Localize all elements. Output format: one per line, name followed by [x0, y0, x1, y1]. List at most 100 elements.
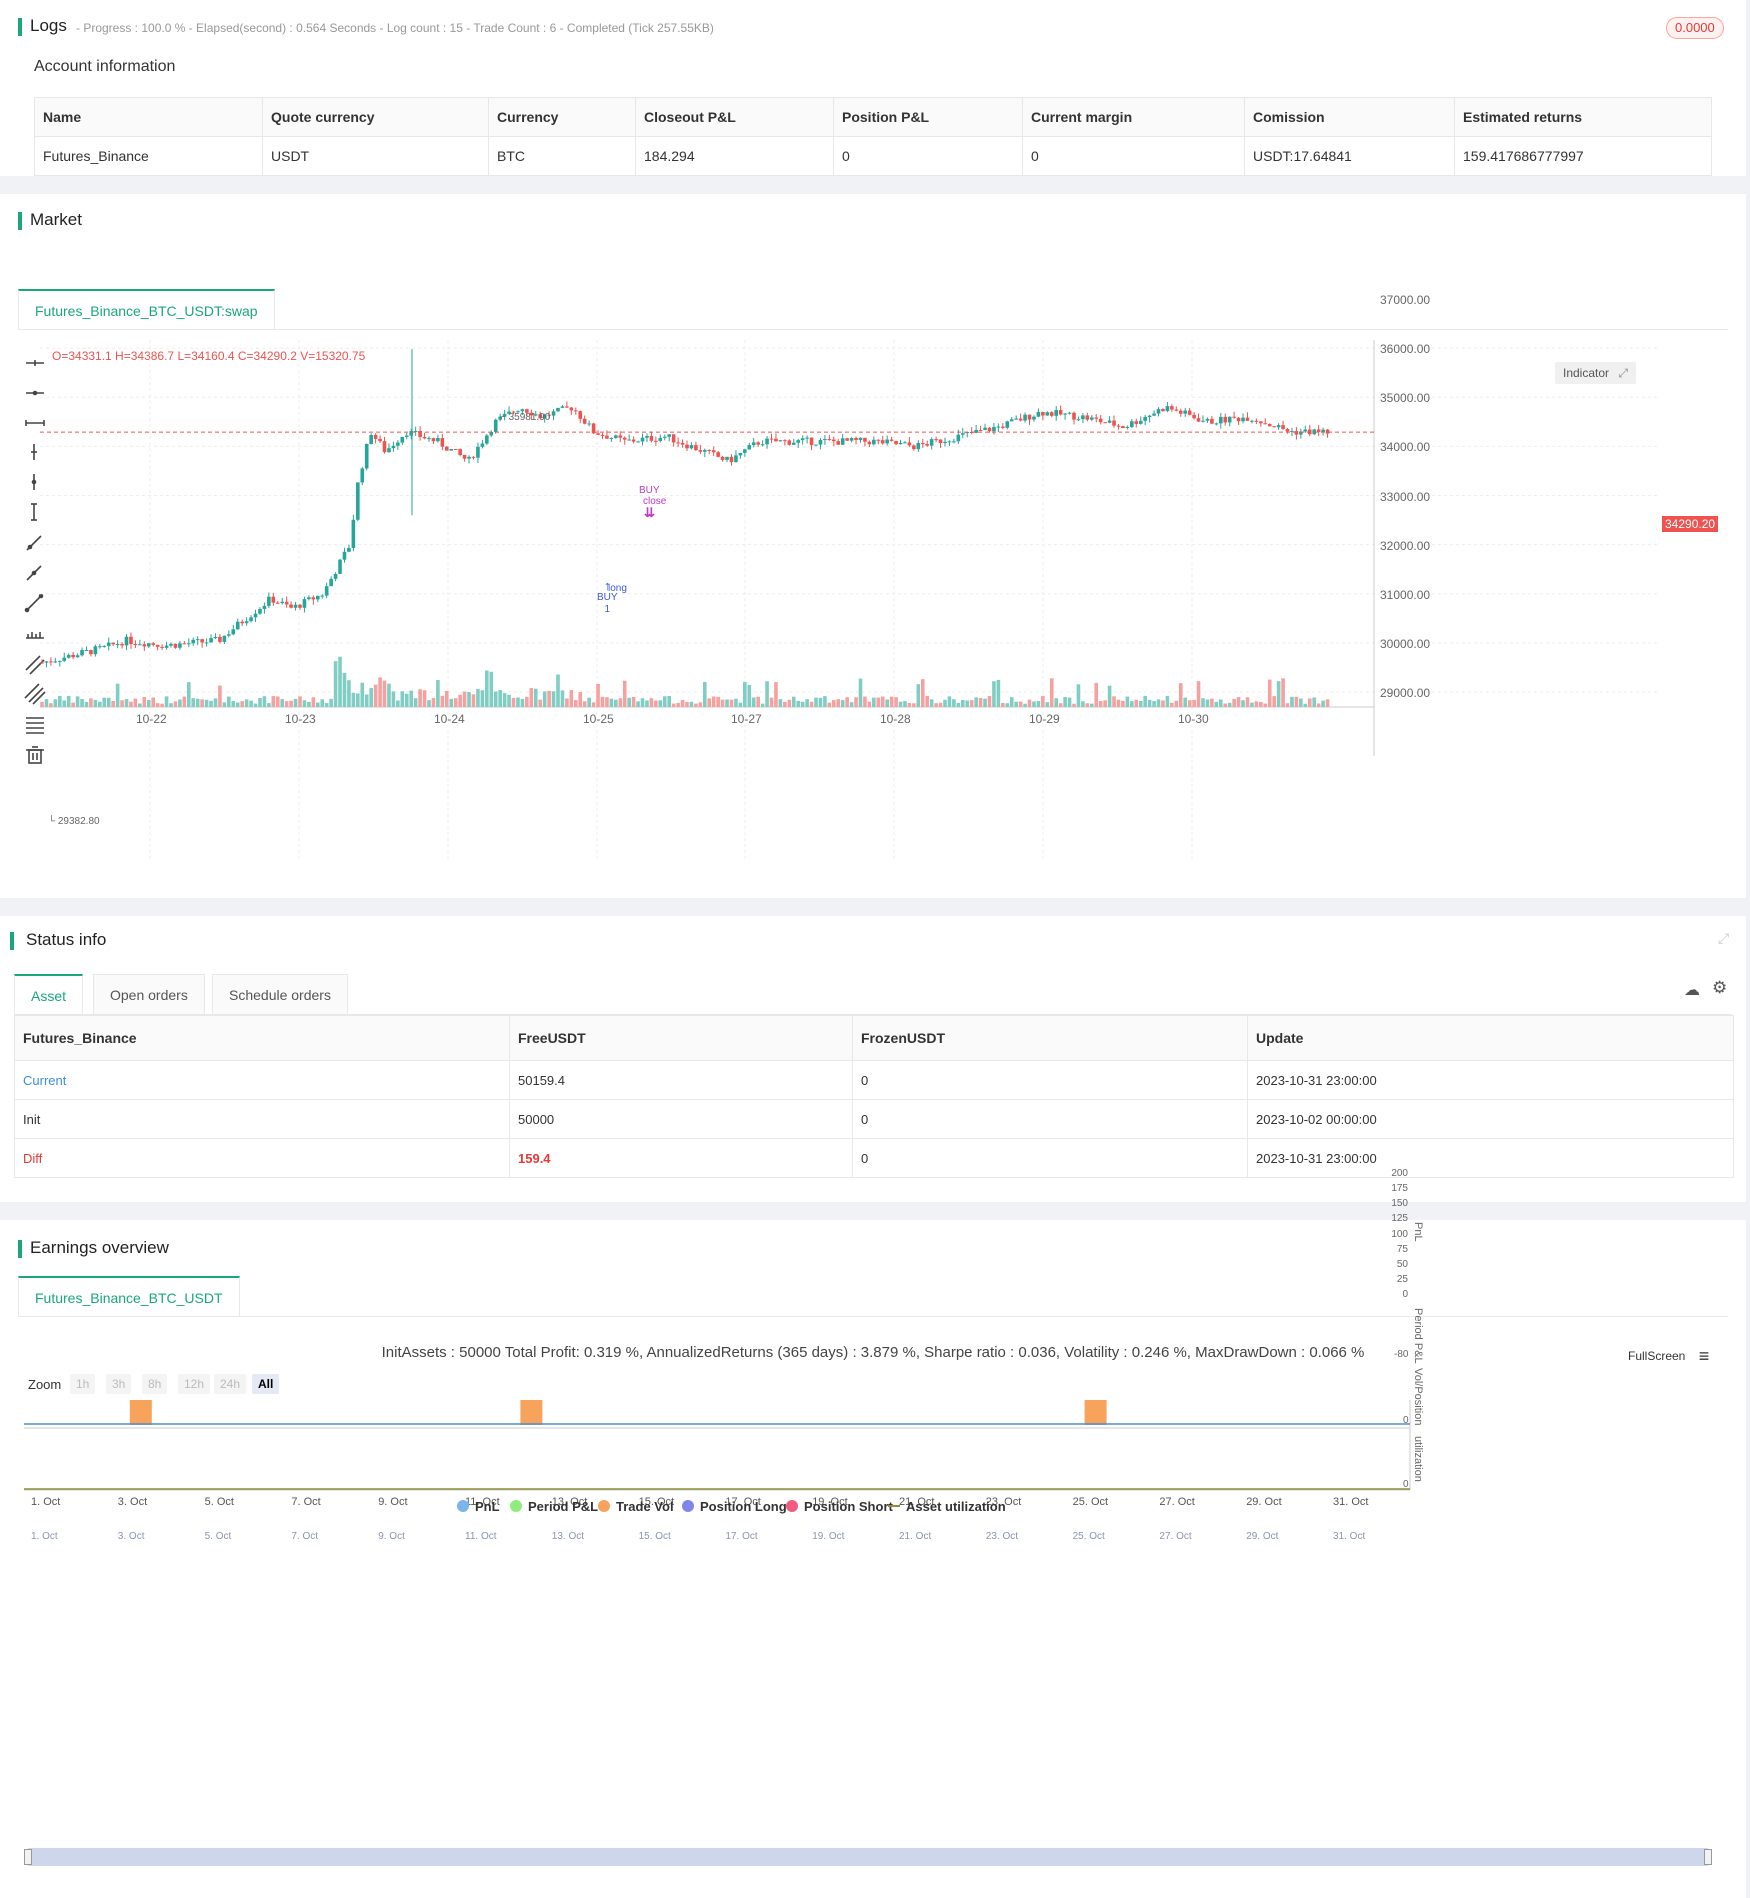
- candle-body: [240, 621, 244, 624]
- long-arrow-icon: ↑: [604, 578, 611, 593]
- legend-item[interactable]: Trade Vol: [598, 1499, 674, 1514]
- candle-body: [885, 439, 889, 444]
- zoom-all[interactable]: All: [252, 1374, 280, 1394]
- tab-schedule-orders[interactable]: Schedule orders: [212, 974, 348, 1014]
- volume-bar: [760, 703, 765, 707]
- time-tick-label: 10-27: [731, 712, 762, 726]
- candle-body: [40, 662, 44, 664]
- navigator-handle-right[interactable]: [1704, 1849, 1712, 1865]
- legend-item[interactable]: Position Long: [682, 1499, 787, 1514]
- volume-bar: [480, 690, 485, 707]
- volume-bar: [351, 692, 356, 707]
- asset-table: Futures_Binance FreeUSDT FrozenUSDT Upda…: [14, 1015, 1734, 1178]
- candle-body: [436, 438, 440, 442]
- volume-bar: [1089, 703, 1094, 707]
- zoom-1h[interactable]: 1h: [70, 1374, 96, 1394]
- candle-body: [329, 578, 333, 587]
- volume-bar: [53, 699, 58, 707]
- candle-body: [75, 655, 80, 658]
- buy1-qty: 1: [604, 604, 611, 615]
- volume-bar: [440, 695, 445, 707]
- candle-body: [129, 636, 133, 645]
- candle-body: [525, 409, 529, 413]
- zoom-3h[interactable]: 3h: [106, 1374, 132, 1394]
- volume-bar: [614, 699, 618, 707]
- candle-body: [227, 634, 231, 636]
- drawing-tools-icons[interactable]: [20, 346, 50, 766]
- volume-bar: [1214, 701, 1219, 707]
- navigator-handle-left[interactable]: [24, 1849, 32, 1865]
- volume-bar: [743, 681, 747, 707]
- candle-body: [476, 446, 480, 458]
- candle-body: [520, 409, 525, 412]
- fullscreen-button[interactable]: FullScreen ≡: [1628, 1346, 1709, 1367]
- volume-bar: [347, 680, 351, 707]
- candle-body: [400, 436, 405, 443]
- asset-row-init: Init 50000 0 2023-10-02 00:00:00: [14, 1099, 1734, 1139]
- status-expand-icon[interactable]: ⤢: [1718, 930, 1730, 946]
- col-closeout-pnl: Closeout P&L: [635, 97, 834, 137]
- candle-body: [142, 644, 147, 647]
- volume-bar: [1161, 700, 1165, 707]
- tab-asset[interactable]: Asset: [14, 974, 84, 1014]
- cloud-download-icon[interactable]: ☁: [1684, 982, 1700, 999]
- earnings-chart[interactable]: [0, 1400, 1746, 1820]
- volume-bar: [738, 702, 743, 707]
- logs-badge[interactable]: 0.0000: [1666, 17, 1724, 39]
- volume-bar: [618, 698, 623, 707]
- candle-body: [698, 450, 703, 452]
- volume-bar: [689, 701, 694, 707]
- volume-bar: [596, 683, 600, 707]
- legend-item[interactable]: PnL: [457, 1499, 500, 1514]
- col-update: Update: [1247, 1015, 1734, 1061]
- volume-bar: [40, 701, 44, 707]
- candle-body: [364, 443, 369, 469]
- legend-label: Position Long: [700, 1499, 787, 1514]
- zoom-8h[interactable]: 8h: [142, 1374, 168, 1394]
- volume-bar: [1103, 700, 1107, 707]
- period-tick-label: -80: [1394, 1349, 1409, 1360]
- volume-bar: [1094, 682, 1099, 707]
- candle-body: [1094, 417, 1099, 419]
- candle-body: [1147, 415, 1152, 418]
- pnl-tick-label: 175: [1391, 1183, 1408, 1195]
- candle-body: [898, 442, 903, 445]
- zoom-12h[interactable]: 12h: [178, 1374, 211, 1394]
- volume-bar: [702, 681, 707, 707]
- candle-body: [111, 642, 115, 645]
- gear-icon[interactable]: ⚙: [1712, 978, 1728, 997]
- candle-body: [662, 436, 667, 438]
- volume-bar: [1187, 700, 1192, 707]
- candle-body: [880, 440, 885, 444]
- volume-bar: [1072, 703, 1076, 707]
- candle-body: [760, 444, 765, 446]
- candle-body: [235, 621, 240, 630]
- volume-bar: [298, 696, 302, 707]
- init-free: 50000: [509, 1099, 853, 1139]
- volume-bar: [431, 698, 436, 707]
- candle-body: [814, 444, 818, 446]
- volume-bar: [93, 699, 98, 707]
- zoom-24h[interactable]: 24h: [214, 1374, 247, 1394]
- candle-body: [765, 438, 769, 445]
- candle-body: [983, 427, 987, 431]
- candle-body: [422, 436, 427, 439]
- status-accent-bar: [10, 932, 14, 950]
- tab-market-symbol[interactable]: Futures_Binance_BTC_USDT:swap: [18, 289, 275, 329]
- row-label-current[interactable]: Current: [14, 1060, 510, 1100]
- volume-bar: [222, 702, 227, 707]
- volume-bar: [1032, 701, 1036, 707]
- candle-body: [547, 414, 551, 416]
- volume-bar: [662, 696, 667, 707]
- tab-earnings-symbol[interactable]: Futures_Binance_BTC_USDT: [18, 1276, 240, 1316]
- candle-body: [796, 440, 801, 443]
- volume-bar: [178, 699, 182, 707]
- legend-item[interactable]: Period P&L: [510, 1499, 598, 1514]
- navigator-bar[interactable]: [24, 1848, 1712, 1866]
- tab-open-orders[interactable]: Open orders: [93, 974, 205, 1014]
- col-estimated-returns: Estimated returns: [1454, 97, 1712, 137]
- candlestick-chart[interactable]: [0, 340, 1700, 860]
- indicator-button[interactable]: Indicator ⤢: [1555, 362, 1636, 384]
- legend-item[interactable]: Position Short: [786, 1499, 893, 1514]
- legend-item[interactable]: Asset utilization: [888, 1499, 1006, 1514]
